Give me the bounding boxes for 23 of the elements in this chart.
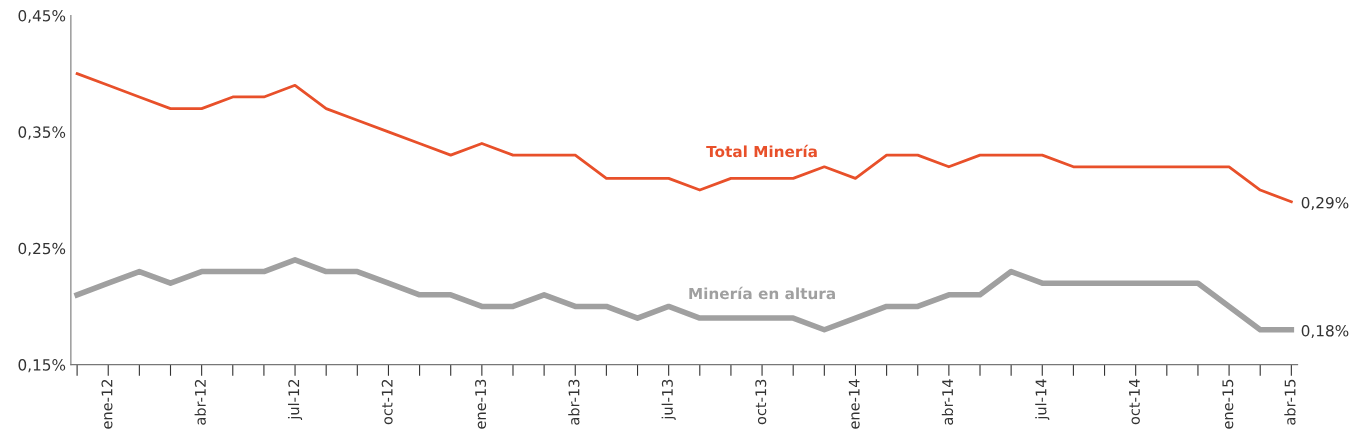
x-tick-label: oct-13 — [755, 379, 767, 425]
x-tick-label: jul-14 — [1035, 379, 1050, 420]
x-tick-label: ene-14 — [848, 379, 860, 429]
line-series — [75, 72, 1293, 204]
series-label: Total Minería — [706, 144, 817, 158]
x-tick-label: abr-13 — [568, 379, 580, 425]
x-tick-label: jul-12 — [287, 380, 303, 420]
x-tick-label: oct-12 — [381, 380, 393, 425]
data-label: 0,29% — [1301, 196, 1349, 211]
y-tick-label: 0,15% — [18, 359, 66, 373]
y-tick-label: 0,35% — [18, 126, 66, 140]
x-tick-label: jul-13 — [661, 379, 676, 420]
series-label: Minería en altura — [689, 286, 835, 300]
y-tick-label: 0,25% — [18, 242, 66, 256]
x-tick-label: abr-15 — [1284, 379, 1296, 425]
x-tick-label: abr-14 — [941, 379, 954, 425]
y-tick-label: 0,45% — [18, 9, 66, 24]
x-tick-label: ene-13 — [475, 379, 487, 429]
x-tick-label: ene-15 — [1222, 379, 1234, 429]
x-tick-label: ene-12 — [101, 380, 113, 429]
x-tick-label: oct-14 — [1129, 379, 1140, 425]
x-tick-label: abr-12 — [194, 380, 206, 425]
data-label: 0,18% — [1301, 324, 1349, 339]
